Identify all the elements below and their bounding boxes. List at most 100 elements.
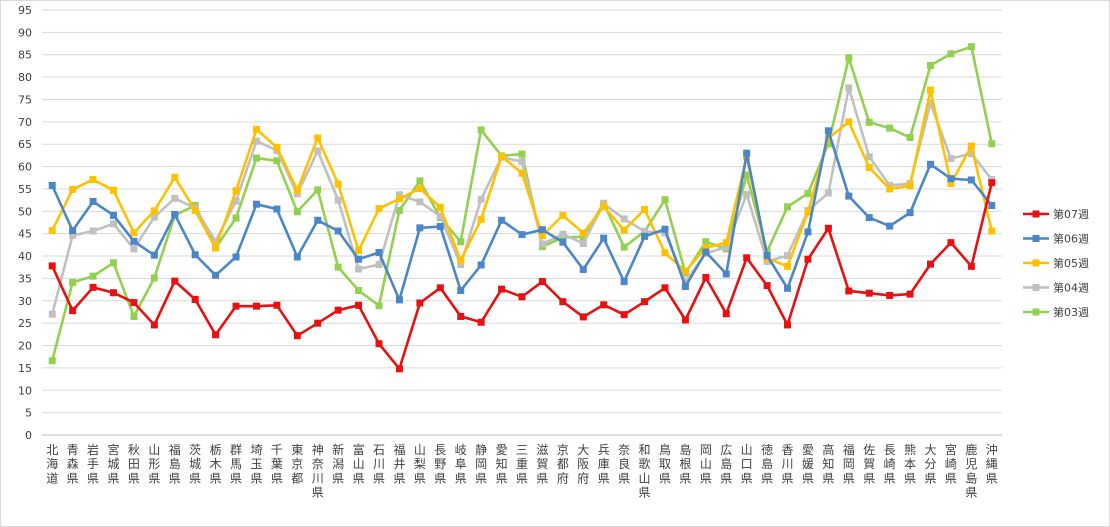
data-point	[457, 312, 465, 320]
y-tick-label: 40	[18, 250, 32, 263]
data-point	[232, 214, 240, 222]
data-point	[845, 54, 853, 62]
legend-label: 第05週	[1053, 256, 1089, 270]
data-point	[927, 160, 935, 168]
data-point	[947, 175, 955, 183]
data-point	[498, 285, 506, 293]
data-point	[232, 302, 240, 310]
data-point	[334, 306, 342, 314]
data-point	[375, 302, 383, 310]
data-point	[232, 253, 240, 261]
data-point	[845, 192, 853, 200]
data-point	[232, 187, 240, 195]
data-point	[518, 150, 526, 158]
x-category-label: 岩手県	[87, 442, 99, 485]
data-point	[620, 215, 628, 223]
data-point	[355, 301, 363, 309]
data-point	[579, 229, 587, 237]
x-category-label: 京都府	[557, 443, 569, 485]
data-point	[109, 211, 117, 219]
data-point	[600, 234, 608, 242]
x-category-label: 宮崎県	[945, 442, 957, 485]
data-point	[150, 207, 158, 215]
data-point	[252, 302, 260, 310]
data-point	[661, 225, 669, 233]
data-point	[273, 143, 281, 151]
data-point	[886, 291, 894, 299]
x-category-label: 佐賀県	[863, 443, 875, 485]
data-point	[784, 252, 792, 260]
legend-swatch-marker	[1032, 235, 1040, 242]
x-category-label: 広島県	[720, 443, 732, 485]
data-point	[824, 127, 832, 135]
data-point	[681, 316, 689, 324]
x-category-label: 福井県	[393, 442, 405, 485]
data-point	[927, 61, 935, 69]
data-point	[395, 195, 403, 203]
x-category-label: 岐阜県	[455, 443, 467, 485]
data-point	[395, 365, 403, 373]
x-category-label: 秋田県	[128, 443, 140, 485]
data-point	[967, 176, 975, 184]
data-point	[743, 190, 751, 198]
y-tick-label: 5	[25, 407, 32, 420]
data-point	[375, 205, 383, 213]
data-point	[681, 282, 689, 290]
data-point	[865, 214, 873, 222]
data-point	[702, 238, 710, 246]
data-point	[988, 227, 996, 235]
data-point	[988, 179, 996, 187]
data-point	[477, 126, 485, 134]
y-tick-label: 85	[18, 49, 32, 62]
data-point	[48, 181, 56, 189]
data-point	[743, 171, 751, 179]
x-category-label: 青森県	[67, 443, 79, 485]
legend-item: 第05週	[1023, 256, 1089, 270]
data-point	[109, 186, 117, 194]
data-point	[579, 240, 587, 248]
data-point	[89, 272, 97, 280]
data-point	[620, 278, 628, 286]
data-point	[927, 99, 935, 107]
data-point	[763, 282, 771, 290]
data-point	[273, 205, 281, 213]
data-point	[906, 134, 914, 141]
series-第06週	[48, 127, 996, 304]
x-category-label: 鳥取県	[659, 442, 671, 485]
data-point	[293, 253, 301, 261]
data-point	[477, 318, 485, 326]
y-tick-label: 95	[18, 4, 32, 17]
data-point	[784, 284, 792, 292]
y-tick-label: 50	[18, 205, 32, 218]
data-point	[743, 254, 751, 262]
series-第07週	[48, 179, 996, 373]
data-point	[559, 238, 567, 246]
data-point	[395, 296, 403, 304]
data-point	[906, 209, 914, 217]
data-point	[212, 271, 220, 279]
data-point	[784, 262, 792, 270]
data-point	[334, 227, 342, 235]
data-point	[538, 240, 546, 248]
data-point	[416, 299, 424, 307]
data-point	[150, 274, 158, 282]
data-point	[804, 255, 812, 263]
data-point	[620, 243, 628, 251]
x-category-label: 大阪府	[577, 443, 589, 485]
data-point	[988, 202, 996, 209]
x-category-label: 山形県	[148, 443, 160, 485]
data-point	[150, 251, 158, 259]
data-point	[150, 213, 158, 221]
legend-item: 第04週	[1023, 281, 1089, 295]
data-point	[436, 203, 444, 211]
y-tick-label: 60	[18, 161, 32, 174]
data-point	[355, 287, 363, 294]
data-point	[436, 212, 444, 220]
y-tick-label: 55	[18, 183, 32, 196]
data-point	[845, 84, 853, 92]
data-point	[293, 208, 301, 216]
data-point	[641, 206, 649, 214]
y-tick-label: 45	[18, 228, 32, 241]
legend-label: 第06週	[1053, 232, 1089, 246]
data-point	[334, 180, 342, 188]
